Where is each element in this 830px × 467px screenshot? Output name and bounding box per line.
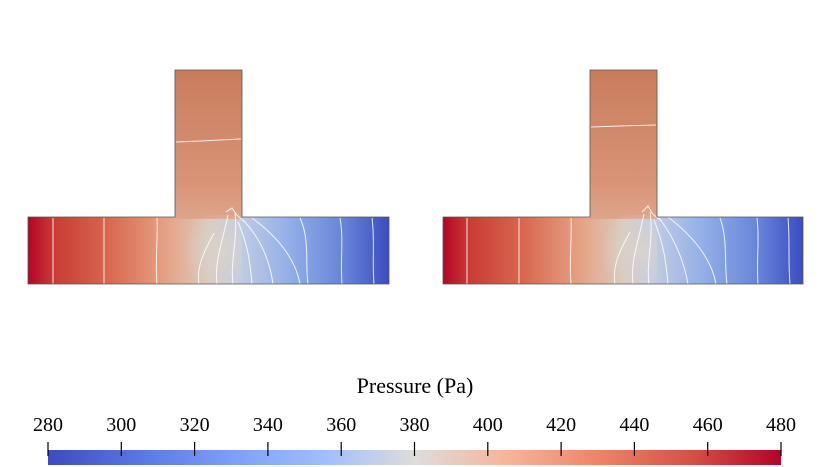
stem-left: [175, 70, 242, 219]
colorbar-tick-label: 340: [253, 414, 283, 436]
outline-right: [442, 69, 804, 285]
colorbar-tick-label: 440: [619, 414, 649, 436]
t-junction-panel-right: [442, 69, 804, 285]
colorbar-tick-label: 300: [106, 414, 136, 436]
colorbar-tick-label: 380: [400, 414, 430, 436]
junction-blend-right: [590, 215, 657, 284]
t-junction-panel-left: [27, 69, 390, 285]
colorbar-title: Pressure (Pa): [357, 373, 474, 398]
contour-lines-right: [466, 124, 791, 285]
colorbar: Pressure (Pa) 280 300 320 340 360 380 400 420 44…: [33, 373, 796, 465]
colorbar-tick-label: 360: [326, 414, 356, 436]
colorbar-tick-label: 400: [473, 414, 503, 436]
contour-lines-left: [52, 138, 375, 285]
colorbar-tick-label: 320: [180, 414, 210, 436]
colorbar-tick-label: 480: [766, 414, 796, 436]
colorbar-tick-label: 280: [33, 414, 63, 436]
colorbar-tick-label: 420: [546, 414, 576, 436]
colorbar-tick-marks: [47, 442, 782, 456]
stem-right: [590, 70, 657, 219]
junction-blend-left: [175, 215, 242, 284]
colorbar-tick-labels: 280 300 320 340 360 380 400 420 440 460 480: [33, 414, 796, 436]
colorbar-tick-label: 460: [693, 414, 723, 436]
outline-left: [27, 69, 390, 285]
colorbar-gradient: [48, 450, 781, 465]
